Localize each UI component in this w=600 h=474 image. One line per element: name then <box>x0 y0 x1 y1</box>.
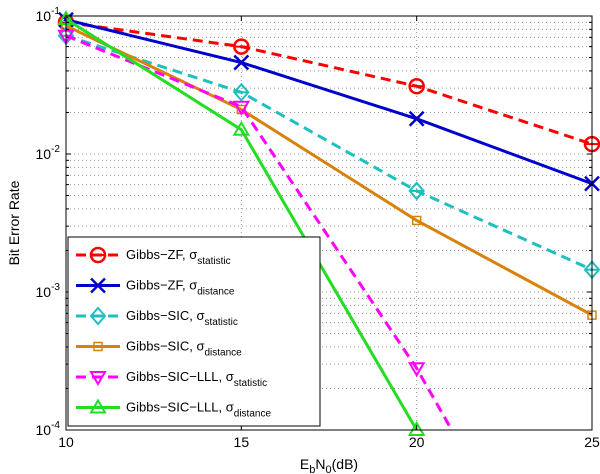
legend-entry: Gibbs−SIC, σstatistic <box>76 306 238 328</box>
legend: Gibbs−ZF, σstatistic Gibbs−ZF, σdistance G… <box>67 236 321 427</box>
y-tick-exp: -3 <box>51 282 60 293</box>
legend-label: Gibbs−ZF, σstatistic <box>126 247 231 267</box>
legend-label: Gibbs−SIC, σstatistic <box>126 308 238 328</box>
x-axis-label: EbN0(dB) <box>300 456 358 474</box>
x-tick-label: 25 <box>584 434 600 450</box>
x-axis-label-sub-b: b <box>309 464 315 474</box>
plot-frame <box>65 15 593 431</box>
y-axis-label: Bit Error Rate <box>6 180 22 265</box>
y-tick-label: 10-2 <box>36 144 61 162</box>
data-point-marker <box>407 421 426 436</box>
x-axis-label-n: N <box>315 456 325 472</box>
legend-entry: Gibbs−ZF, σstatistic <box>76 246 231 267</box>
series-layer <box>57 10 600 436</box>
x-tick-label: 20 <box>409 434 425 450</box>
y-tick-base: 10 <box>36 422 52 438</box>
data-point-marker <box>233 54 250 71</box>
data-point-marker <box>408 181 425 201</box>
legend-entry: Gibbs−ZF, σdistance <box>76 278 235 298</box>
series-path <box>65 18 593 186</box>
legend-box <box>67 236 321 427</box>
data-point-marker <box>233 38 250 55</box>
data-point-marker <box>408 110 425 127</box>
data-point-marker <box>89 371 107 386</box>
data-point-marker <box>411 215 422 226</box>
series-line <box>57 14 600 153</box>
x-tick-label: 10 <box>58 434 74 450</box>
y-tick-exp: -2 <box>51 144 60 155</box>
data-point-marker <box>90 277 106 294</box>
legend-entry: Gibbs−SIC−LLL, σstatistic <box>76 369 267 389</box>
y-tick-exp: -4 <box>51 420 60 431</box>
x-axis-label-sub-0: 0 <box>326 464 332 474</box>
data-point-marker <box>408 77 425 95</box>
y-tick-label: 10-1 <box>36 6 61 24</box>
x-axis-label-e: E <box>300 456 309 472</box>
data-point-marker <box>407 362 426 378</box>
legend-entry: Gibbs−SIC, σdistance <box>76 339 242 359</box>
data-point-marker <box>232 100 251 116</box>
legend-label: Gibbs−SIC−LLL, σstatistic <box>126 369 267 389</box>
data-point-marker <box>89 306 107 326</box>
y-tick-base: 10 <box>36 8 52 24</box>
x-axis-label-unit: (dB) <box>332 456 358 472</box>
series-path <box>65 20 593 146</box>
series-path <box>65 34 593 272</box>
y-tick-exp: -1 <box>51 6 60 17</box>
series-path <box>65 24 593 317</box>
data-point-marker <box>89 398 107 414</box>
y-tick-label: 10-4 <box>36 420 61 438</box>
y-tick-base: 10 <box>36 146 52 162</box>
data-point-marker <box>93 341 103 352</box>
legend-label: Gibbs−SIC−LLL, σdistance <box>126 400 271 420</box>
data-point-marker <box>89 246 107 264</box>
legend-label: Gibbs−ZF, σdistance <box>126 278 235 298</box>
data-point-marker <box>233 82 250 102</box>
data-point-marker <box>232 120 251 136</box>
legend-entry: Gibbs−SIC−LLL, σdistance <box>76 398 271 420</box>
series-path <box>65 17 418 431</box>
x-tick-label: 15 <box>234 434 250 450</box>
y-tick-base: 10 <box>36 284 52 300</box>
legend-label: Gibbs−SIC, σdistance <box>126 339 242 359</box>
y-tick-label: 10-3 <box>36 282 61 300</box>
